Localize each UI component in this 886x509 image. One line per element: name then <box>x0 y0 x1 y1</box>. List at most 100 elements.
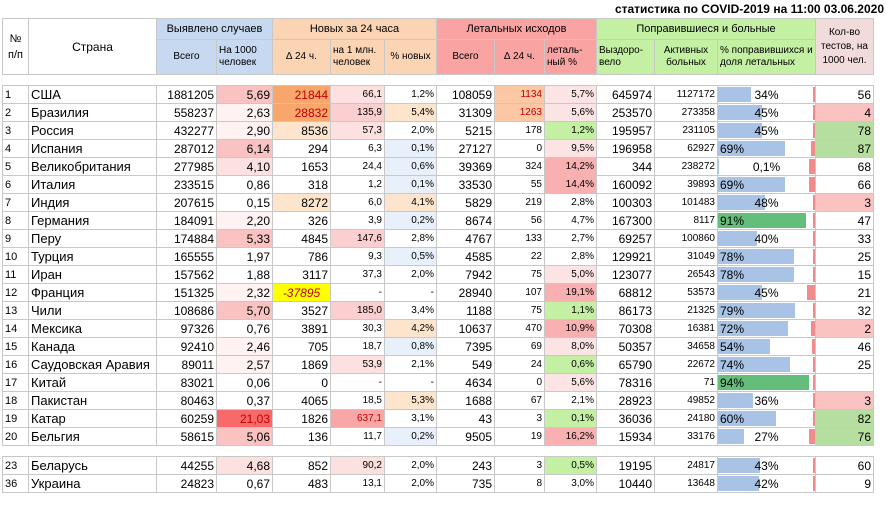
recovered-share-fill <box>718 231 757 246</box>
cell-per1000: 2,20 <box>216 211 273 230</box>
cell-recovered: 70308 <box>596 319 655 338</box>
header-recovered-sick: Поправившиеся и больные <box>596 18 816 40</box>
cell-pct-new: - <box>384 283 437 302</box>
country-name: Перу <box>28 229 157 248</box>
page-title: статистика по COVID-2019 на 11:00 03.06.… <box>614 2 884 16</box>
cell-per1000: 5,70 <box>216 301 273 320</box>
cell-tests: 25 <box>815 355 874 374</box>
row-num: 12 <box>2 283 29 302</box>
lethal-share-fill <box>813 123 815 138</box>
cell-lethal: 0,1% <box>544 409 597 428</box>
country-name: Германия <box>28 211 157 230</box>
header-deaths-d24: ∆ 24 ч. <box>494 39 545 75</box>
cell-deaths-d24: 8 <box>494 474 545 493</box>
country-name: Катар <box>28 409 157 428</box>
cell-deaths-d24: 324 <box>494 157 545 176</box>
recovered-share-fill <box>718 476 759 491</box>
cell-total: 97326 <box>156 319 217 338</box>
recovered-share-bar: 45% <box>717 283 816 302</box>
recovered-share-bar: 42% <box>717 474 816 493</box>
cell-pct-new: 5,3% <box>384 391 437 410</box>
table-row: 7 Индия 207615 0,15 8272 6,0 4,1% 5829 219 2,8% 10… <box>2 193 874 212</box>
cell-recovered: 253570 <box>596 103 655 122</box>
cell-active: 238272 <box>654 157 718 176</box>
lethal-share-fill <box>813 303 815 318</box>
cell-active: 62927 <box>654 139 718 158</box>
cell-tests: 25 <box>815 247 874 266</box>
cell-active: 24817 <box>654 456 718 475</box>
cell-deaths: 39369 <box>436 157 495 176</box>
cell-recovered: 78316 <box>596 373 655 392</box>
lethal-share-fill <box>813 249 815 264</box>
cell-lethal: 4,7% <box>544 211 597 230</box>
row-num: 15 <box>2 337 29 356</box>
cell-per1000: 0,37 <box>216 391 273 410</box>
cell-d24: 705 <box>272 337 331 356</box>
recovered-share-bar: 72% <box>717 319 816 338</box>
cell-tests: 56 <box>815 85 874 104</box>
header-d24: ∆ 24 ч. <box>272 39 331 75</box>
row-num: 2 <box>2 103 29 122</box>
table-row: 5 Великобритания 277985 4,10 1653 24,4 0,6% 393… <box>2 157 874 176</box>
country-name: Канада <box>28 337 157 356</box>
cell-per1m: 185,0 <box>330 301 385 320</box>
cell-per1000: 5,33 <box>216 229 273 248</box>
cell-pct-new: 0,1% <box>384 139 437 158</box>
cell-recovered: 195957 <box>596 121 655 140</box>
cell-per1m: 1,2 <box>330 175 385 194</box>
cell-d24: 318 <box>272 175 331 194</box>
row-num: 19 <box>2 409 29 428</box>
cell-lethal: 10,9% <box>544 319 597 338</box>
cell-total: 60259 <box>156 409 217 428</box>
cell-deaths: 28940 <box>436 283 495 302</box>
cell-pct-new: 0,2% <box>384 211 437 230</box>
recovered-share-bar: 69% <box>717 175 816 194</box>
cell-total: 157562 <box>156 265 217 284</box>
country-name: Чили <box>28 301 157 320</box>
cell-tests: 2 <box>815 319 874 338</box>
recovered-share-fill <box>718 87 751 102</box>
cell-pct-new: 1,2% <box>384 85 437 104</box>
header-recovered-share: % поправившихся и доля летальных <box>717 39 816 75</box>
cell-per1m: 6,0 <box>330 193 385 212</box>
cell-deaths-d24: 75 <box>494 301 545 320</box>
lethal-share-fill <box>813 267 815 282</box>
cell-pct-new: 2,0% <box>384 456 437 475</box>
cell-per1000: 1,97 <box>216 247 273 266</box>
cell-per1m: 90,2 <box>330 456 385 475</box>
cell-total: 165555 <box>156 247 217 266</box>
table-row: 6 Италия 233515 0,86 318 1,2 0,1% 33530 55 14,4% 1… <box>2 175 874 194</box>
recovered-share-fill <box>718 195 765 210</box>
cell-per1m: 3,9 <box>330 211 385 230</box>
country-name: Франция <box>28 283 157 302</box>
cell-per1000: 1,88 <box>216 265 273 284</box>
cell-deaths: 33530 <box>436 175 495 194</box>
cell-deaths-d24: 107 <box>494 283 545 302</box>
lethal-share-fill <box>813 105 815 120</box>
recovered-share-value: 43% <box>754 458 779 473</box>
cell-active: 24180 <box>654 409 718 428</box>
cell-per1m: 147,6 <box>330 229 385 248</box>
cell-recovered: 645974 <box>596 85 655 104</box>
covid-stats-table: № п/п Страна Выявлено случаев Новых за 2… <box>2 18 874 493</box>
cell-total: 108686 <box>156 301 217 320</box>
table-row: 15 Канада 92410 2,46 705 18,7 0,8% 7395 69 8,0% 50… <box>2 337 874 356</box>
recovered-share-bar: 78% <box>717 265 816 284</box>
cell-pct-new: 2,0% <box>384 474 437 493</box>
cell-per1m: 9,3 <box>330 247 385 266</box>
cell-per1m: 24,4 <box>330 157 385 176</box>
cell-per1m: 30,3 <box>330 319 385 338</box>
recovered-share-fill <box>718 303 795 318</box>
cell-lethal: 5,6% <box>544 103 597 122</box>
cell-total: 89011 <box>156 355 217 374</box>
lethal-share-fill <box>813 195 815 210</box>
country-name: Испания <box>28 139 157 158</box>
cell-deaths-d24: 56 <box>494 211 545 230</box>
lethal-share-fill <box>813 87 815 102</box>
cell-lethal: 16,2% <box>544 427 597 446</box>
recovered-share-fill <box>718 393 753 408</box>
cell-tests: 21 <box>815 283 874 302</box>
recovered-share-value: 48% <box>754 195 779 210</box>
cell-total: 24823 <box>156 474 217 493</box>
recovered-share-value: 45% <box>754 285 779 300</box>
